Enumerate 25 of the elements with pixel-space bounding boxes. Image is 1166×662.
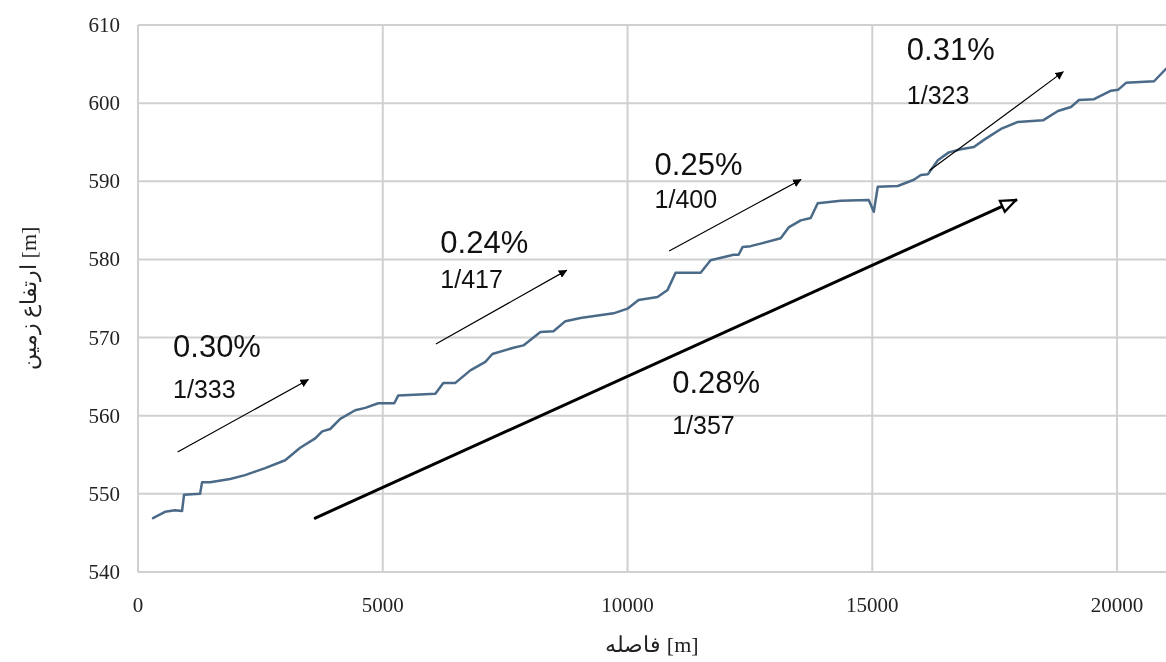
y-tick-label: 610 <box>88 13 120 37</box>
x-tick-label: 15000 <box>846 593 899 617</box>
y-tick-label: 580 <box>88 247 120 272</box>
y-axis-title: ارتفاع زمین [m] <box>16 226 42 371</box>
annotation: 0.25% <box>654 146 743 182</box>
annotation: 1/323 <box>906 81 970 110</box>
annotation: 1/400 <box>654 184 718 213</box>
annotation: 0.30% <box>173 328 261 364</box>
annotation: 0.24% <box>440 224 529 260</box>
x-tick-label: 5000 <box>361 593 404 617</box>
annotation: 1/357 <box>672 411 735 440</box>
y-tick-label: 540 <box>88 560 120 584</box>
annotation: 0.31% <box>906 32 995 68</box>
y-tick-label: 560 <box>88 403 120 428</box>
y-tick-label: 590 <box>88 169 120 194</box>
annotation: 1/417 <box>440 264 503 293</box>
y-tick-label: 570 <box>88 325 120 350</box>
x-tick-label: 0 <box>132 593 144 617</box>
y-tick-label: 550 <box>88 481 120 506</box>
annotation: 0.28% <box>672 365 761 401</box>
annotation: 1/333 <box>173 374 236 403</box>
x-axis-title: فاصله [m] <box>605 632 699 657</box>
x-tick-label: 20000 <box>1090 593 1144 617</box>
x-tick-label: 10000 <box>601 593 654 617</box>
y-tick-label: 600 <box>88 91 120 116</box>
